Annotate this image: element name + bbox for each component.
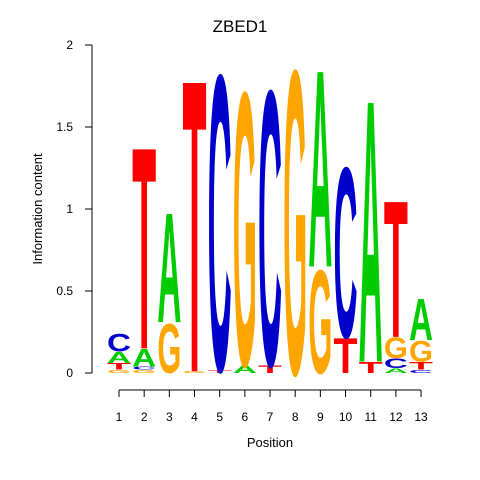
x-axis-label: Position bbox=[247, 435, 293, 450]
x-tick-label: 8 bbox=[292, 410, 299, 424]
logo-letter-T: T bbox=[359, 359, 383, 377]
logo-column: GA bbox=[157, 181, 181, 389]
logo-letter-T: T bbox=[384, 159, 408, 378]
x-tick-label: 1 bbox=[116, 410, 123, 424]
logo-letter-C: C bbox=[107, 330, 131, 358]
y-tick-label: 0.5 bbox=[56, 284, 73, 298]
logo-letter-C: C bbox=[132, 366, 156, 371]
y-tick-label: 1 bbox=[66, 202, 73, 216]
x-tick-label: 3 bbox=[166, 410, 173, 424]
logo-letter-C: C bbox=[409, 369, 433, 374]
logo-letter-A: A bbox=[132, 344, 156, 372]
x-tick-label: 12 bbox=[389, 410, 403, 424]
x-tick-label: 2 bbox=[141, 410, 148, 424]
y-tick-label: 2 bbox=[66, 38, 73, 52]
y-axis-ticks: 0 0.5 1 1.5 2 bbox=[56, 38, 92, 380]
logo-letter-A: A bbox=[233, 363, 257, 375]
chart-title: ZBED1 bbox=[213, 17, 268, 36]
x-tick-label: 11 bbox=[364, 410, 377, 424]
logo-column: GA bbox=[308, 11, 332, 405]
x-tick-label: 4 bbox=[191, 410, 198, 424]
logo-letter-T: T bbox=[409, 360, 433, 373]
logo-letter-G: G bbox=[157, 309, 181, 388]
logo-letter-G: G bbox=[409, 336, 433, 368]
logo-letter-C: C bbox=[208, 0, 232, 460]
logo-letter-T: T bbox=[208, 369, 232, 374]
logo-letter-C: C bbox=[258, 10, 282, 450]
logo-letter-A: A bbox=[107, 348, 131, 366]
x-tick-label: 9 bbox=[317, 410, 324, 424]
logo-column: G bbox=[283, 0, 307, 466]
y-tick-label: 0 bbox=[66, 366, 73, 380]
logo-letter-G: G bbox=[283, 0, 307, 466]
logo-letter-T: T bbox=[107, 362, 132, 372]
logo-letter-T: T bbox=[183, 0, 207, 461]
logo-letter-T: T bbox=[258, 363, 282, 376]
logo-letter-T: T bbox=[334, 327, 358, 384]
x-tick-label: 6 bbox=[242, 410, 249, 424]
logo-column: AG bbox=[233, 10, 257, 448]
logo-letter-C: C bbox=[334, 117, 358, 389]
logo-column: GT bbox=[183, 0, 207, 461]
logo-letter-C: C bbox=[384, 356, 408, 371]
logo-column: TC bbox=[334, 117, 358, 389]
logo-letter-A: A bbox=[384, 367, 408, 375]
logo-letter-G: G bbox=[107, 369, 131, 374]
logo-letter-G: G bbox=[183, 371, 207, 374]
logo-letter-G: G bbox=[233, 10, 257, 448]
x-tick-label: 10 bbox=[339, 410, 353, 424]
logo-letter-G: G bbox=[384, 333, 408, 365]
logo-column: TA bbox=[359, 21, 383, 442]
x-tick-label: 5 bbox=[216, 410, 223, 424]
y-tick-label: 1.5 bbox=[56, 120, 73, 134]
x-axis-ticks: 1 2 3 4 5 6 7 8 9 10 11 12 13 bbox=[116, 390, 428, 424]
x-tick-label: 7 bbox=[267, 410, 274, 424]
logo-letter-A: A bbox=[359, 21, 383, 442]
logo-letter-T: T bbox=[132, 86, 156, 410]
logo-letter-A: A bbox=[157, 181, 181, 357]
logo-letter-A: A bbox=[409, 288, 433, 353]
y-axis-label: Information content bbox=[30, 153, 45, 265]
logo-letter-G: G bbox=[308, 239, 332, 405]
x-tick-label: 13 bbox=[414, 410, 428, 424]
logo-letter-A: A bbox=[308, 11, 332, 327]
logo-letter-G: G bbox=[132, 369, 156, 374]
logo-column: TC bbox=[208, 0, 232, 460]
logo-column: TC bbox=[258, 10, 282, 450]
